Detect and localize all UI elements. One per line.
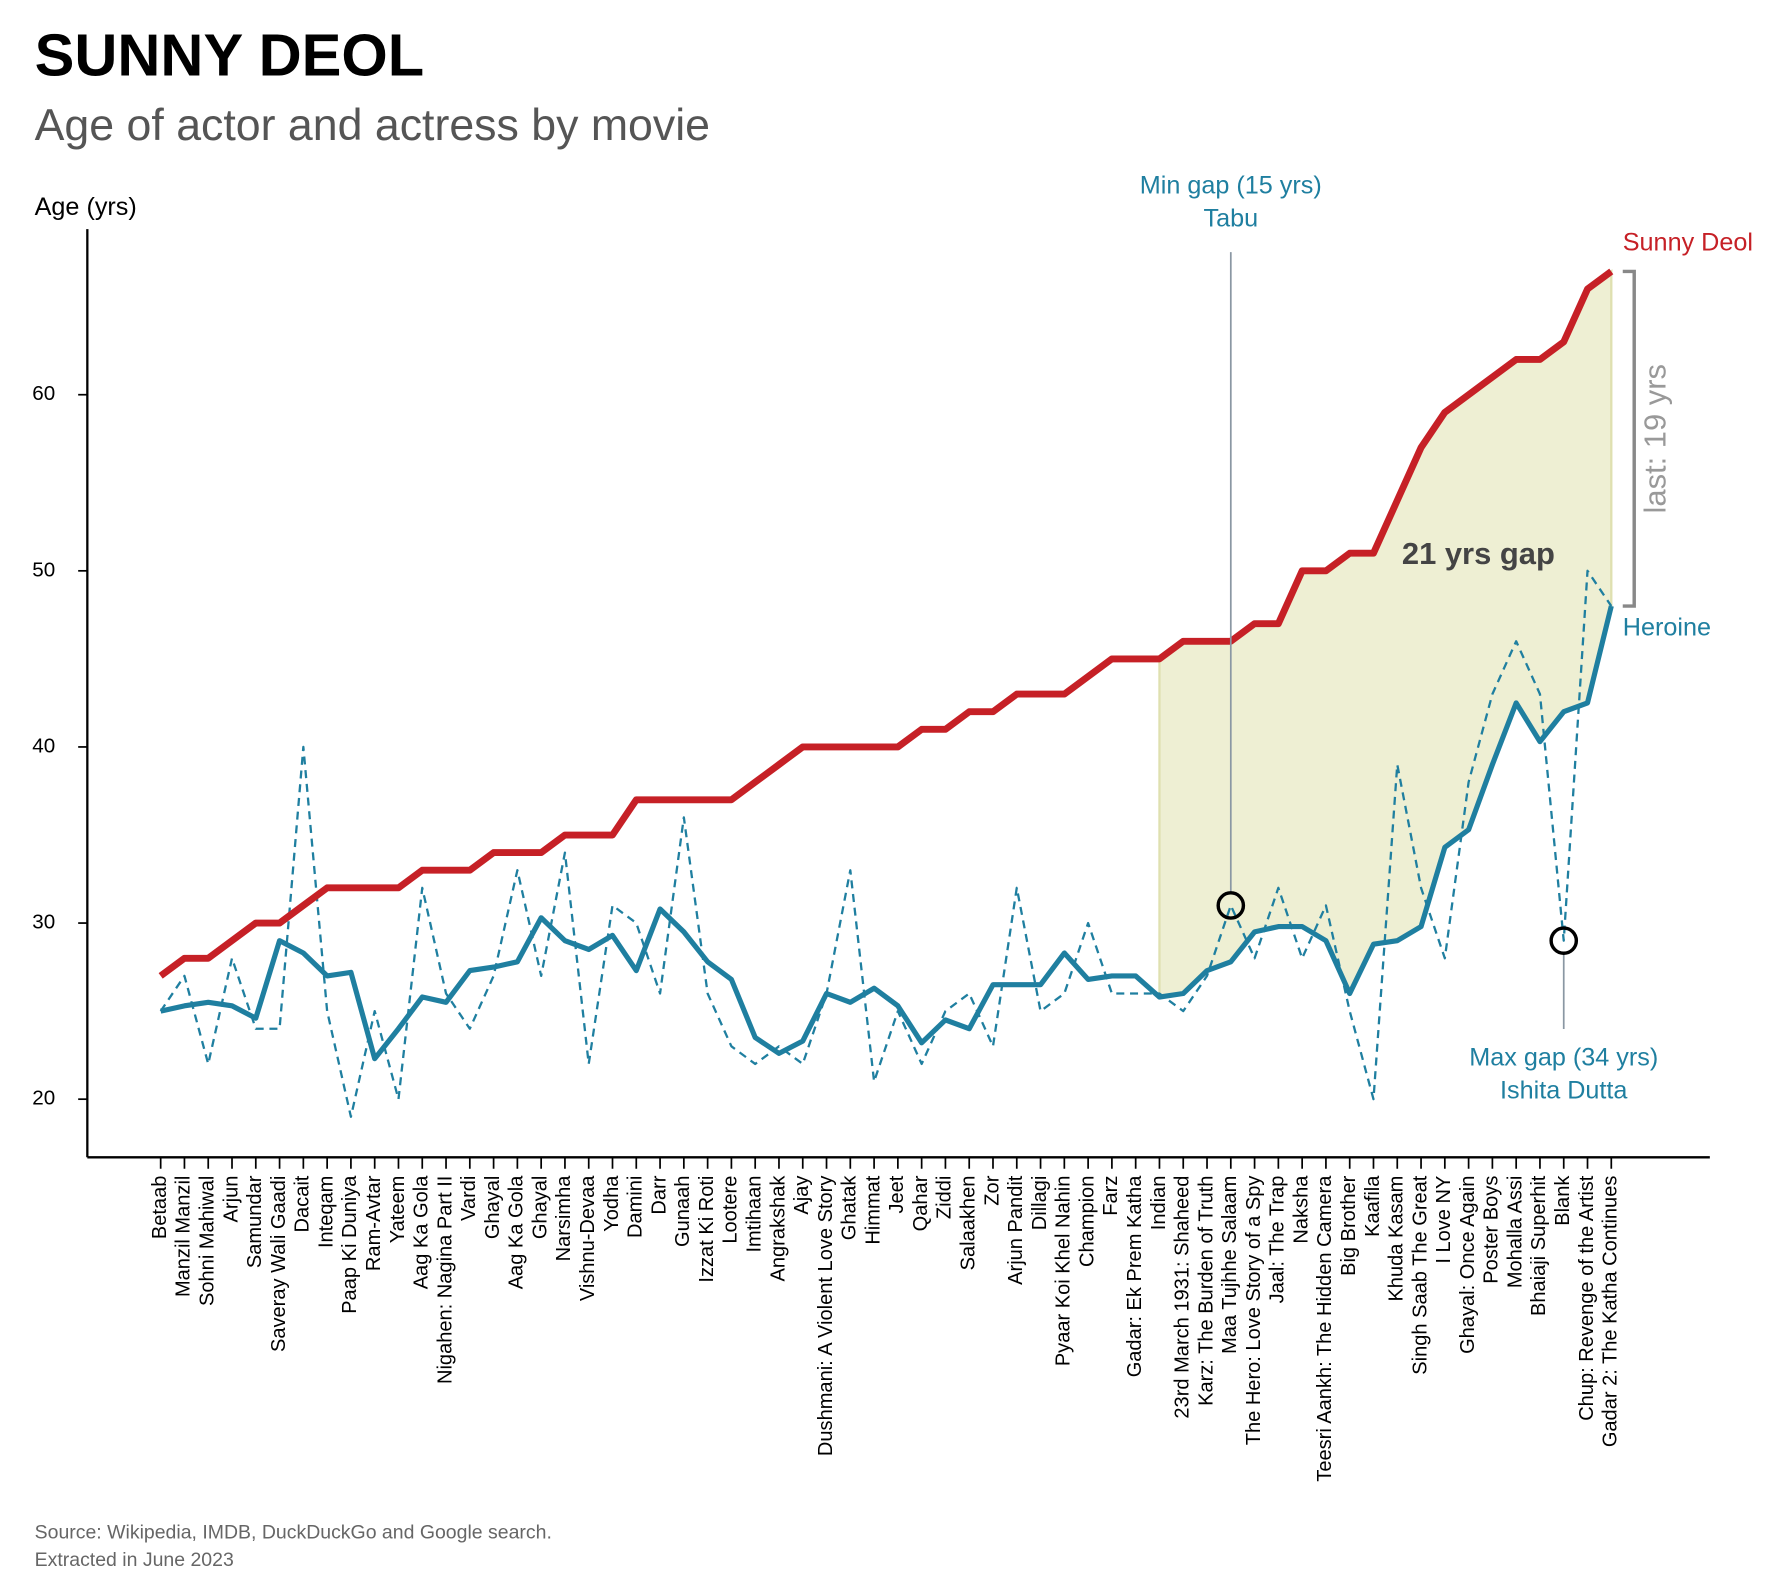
source-note: Source: Wikipedia, IMDB, DuckDuckGo and … (35, 1521, 552, 1543)
gap-marker (1216, 891, 1246, 920)
x-tick-label: Inteqam (315, 1176, 337, 1248)
legend-label: Sunny Deol (1623, 229, 1753, 257)
heroine-actual-line (159, 569, 1613, 1118)
y-tick-label: 60 (32, 382, 55, 405)
x-tick-label: Sohni Mahiwal (197, 1176, 219, 1306)
x-tick-label: Chup: Revenge of the Artist (1576, 1175, 1598, 1421)
x-tick-label: Samundar (244, 1175, 266, 1268)
chart-subtitle: Age of actor and actress by movie (35, 101, 710, 150)
source-note: Extracted in June 2023 (35, 1549, 234, 1571)
x-tick-label: Salaakhen (958, 1176, 980, 1271)
x-tick-label: Poster Boys (1481, 1176, 1503, 1284)
x-tick-label: Nigahen: Nagina Part II (434, 1176, 456, 1384)
x-tick-label: Kaafila (1362, 1175, 1384, 1237)
x-tick-label: Arjun Pandit (1005, 1175, 1027, 1285)
x-tick-label: Lootere (720, 1176, 742, 1244)
series-line (158, 268, 1614, 979)
y-tick-label: 40 (32, 734, 55, 757)
gap-bracket-label: last: 19 yrs (1637, 364, 1672, 514)
x-tick-label: Betaab (149, 1176, 171, 1240)
x-tick-label: The Hero: Love Story of a Spy (1243, 1176, 1265, 1446)
annotation-text: Min gap (15 yrs) (1140, 171, 1322, 199)
x-tick-label: Ghatak (839, 1175, 861, 1241)
x-tick-label: Dillagi (1029, 1176, 1051, 1231)
annotation-text: Tabu (1203, 205, 1258, 233)
x-tick-label: Blank (1552, 1175, 1574, 1226)
x-tick-label: Pyaar Koi Khel Nahin (1053, 1176, 1075, 1367)
x-tick-label: Dushmani: A Violent Love Story (815, 1176, 837, 1456)
x-tick-label: Arjun (220, 1176, 242, 1223)
chart-title: SUNNY DEOL (35, 21, 425, 88)
annotation-text: Max gap (34 yrs) (1469, 1043, 1658, 1071)
gap-area (1158, 269, 1613, 999)
gap-marker (1549, 926, 1579, 955)
x-tick-label: Teesri Aankh: The Hidden Camera (1314, 1175, 1336, 1482)
x-tick-label: Narsimha (553, 1175, 575, 1262)
x-tick-label: Imtihaan (743, 1176, 765, 1253)
x-tick-label: Vardi (458, 1176, 480, 1221)
x-tick-label: I Love NY (1433, 1176, 1455, 1264)
x-tick-label: Big Brother (1338, 1175, 1360, 1276)
x-tick-label: Ghayal (482, 1176, 504, 1240)
x-tick-label: Mohalla Assi (1504, 1176, 1526, 1289)
x-tick-label: Dacait (292, 1175, 314, 1232)
gap-label: 21 yrs gap (1402, 536, 1555, 571)
x-tick-label: Zor (981, 1175, 1003, 1205)
x-tick-label: Himmat (862, 1175, 884, 1244)
x-tick-label: Karz: The Burden of Truth (1195, 1176, 1217, 1406)
legend-label: Heroine (1623, 614, 1711, 642)
x-tick-label: Yodha (601, 1175, 623, 1232)
y-tick-label: 30 (32, 911, 55, 934)
x-tick-label: Yateem (387, 1176, 409, 1244)
x-tick-label: Damini (625, 1176, 647, 1238)
x-tick-label: Gadar: Ek Prem Katha (1124, 1175, 1146, 1378)
series-line (160, 605, 1614, 1062)
x-tick-label: Khuda Kasam (1386, 1176, 1408, 1302)
x-tick-label: Ghayal (529, 1176, 551, 1240)
x-tick-label: Bhaiaji Superhit (1528, 1175, 1550, 1316)
x-tick-label: Angrakshak (767, 1175, 789, 1282)
y-tick-label: 50 (32, 558, 55, 581)
x-tick-label: Naksha (1290, 1175, 1312, 1244)
x-tick-label: 23rd March 1931: Shaheed (1172, 1176, 1194, 1419)
x-tick-label: Singh Saab The Great (1409, 1175, 1431, 1375)
x-tick-label: Saveray Wali Gaadi (268, 1176, 290, 1352)
y-tick-label: 20 (32, 1087, 55, 1110)
x-tick-label: Gadar 2: The Katha Continues (1600, 1176, 1622, 1448)
x-tick-label: Jeet (886, 1175, 908, 1213)
x-tick-label: Ghayal: Once Again (1457, 1176, 1479, 1354)
x-tick-label: Ziddi (934, 1176, 956, 1219)
x-tick-label: Qahar (910, 1175, 932, 1231)
x-tick-label: Paap Ki Duniya (339, 1175, 361, 1314)
x-tick-label: Darr (648, 1175, 670, 1214)
x-tick-label: Jaal: The Trap (1267, 1176, 1289, 1304)
x-tick-label: Indian (1148, 1176, 1170, 1231)
x-tick-label: Gunaah (672, 1176, 694, 1247)
x-tick-label: Farz (1100, 1176, 1122, 1216)
x-tick-label: Ajay (791, 1176, 813, 1215)
y-axis-label: Age (yrs) (35, 193, 137, 221)
x-tick-label: Vishnu-Devaa (577, 1175, 599, 1301)
x-tick-label: Izzat Ki Roti (696, 1176, 718, 1283)
gap-bracket (1622, 269, 1636, 608)
x-tick-label: Aag Ka Gola (506, 1175, 528, 1290)
x-tick-label: Maa Tujhhe Salaam (1219, 1176, 1241, 1354)
annotation-text: Ishita Dutta (1500, 1077, 1628, 1105)
x-tick-label: Ram-Avtar (363, 1175, 385, 1271)
x-tick-label: Manzil Manzil (173, 1176, 195, 1297)
x-tick-label: Aag Ka Gola (411, 1175, 433, 1290)
x-tick-label: Champion (1076, 1176, 1098, 1267)
